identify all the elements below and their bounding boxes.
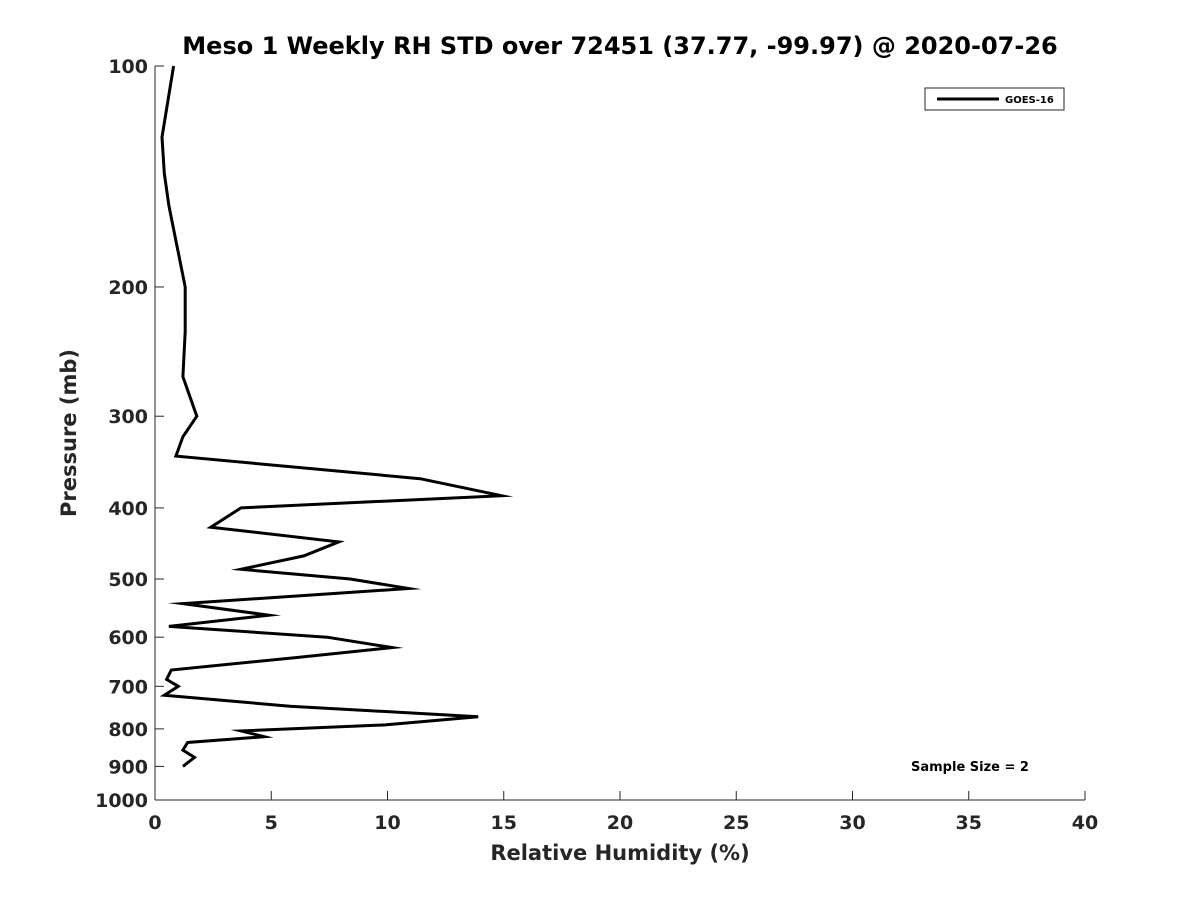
x-tick-label: 0 xyxy=(148,812,161,834)
y-tick-group: 100 200 300 400 500 600 700 800 900 1000 xyxy=(95,56,164,812)
y-tick-label: 1000 xyxy=(95,790,148,812)
series-layer xyxy=(159,65,514,768)
sample-size-annotation: Sample Size = 2 xyxy=(911,760,1029,775)
y-tick-label: 200 xyxy=(108,277,148,299)
x-tick-label: 30 xyxy=(839,812,865,834)
x-tick-group: 0 5 10 15 20 25 30 35 40 xyxy=(148,791,1098,834)
y-tick-label: 900 xyxy=(108,756,148,778)
y-tick-label: 500 xyxy=(108,569,148,591)
x-tick-label: 5 xyxy=(265,812,278,834)
y-tick-label: 800 xyxy=(108,719,148,741)
x-axis-label: Relative Humidity (%) xyxy=(490,841,749,865)
x-tick-label: 20 xyxy=(607,812,633,834)
chart-title: Meso 1 Weekly RH STD over 72451 (37.77, … xyxy=(182,32,1057,60)
x-tick-label: 10 xyxy=(374,812,400,834)
y-tick-label: 100 xyxy=(108,56,148,78)
y-tick-label: 700 xyxy=(108,676,148,698)
y-tick-label: 400 xyxy=(108,498,148,520)
x-tick-label: 25 xyxy=(723,812,749,834)
plot-axes xyxy=(154,66,1085,801)
y-tick-label: 300 xyxy=(108,406,148,428)
y-axis-label: Pressure (mb) xyxy=(57,349,81,517)
y-tick-label: 600 xyxy=(108,627,148,649)
legend-entry-goes-16: GOES-16 xyxy=(1005,95,1054,106)
x-tick-label: 40 xyxy=(1072,812,1098,834)
legend: GOES-16 xyxy=(924,87,1065,111)
x-tick-label: 15 xyxy=(491,812,517,834)
x-tick-label: 35 xyxy=(956,812,982,834)
series-line-goes-16 xyxy=(159,65,514,768)
